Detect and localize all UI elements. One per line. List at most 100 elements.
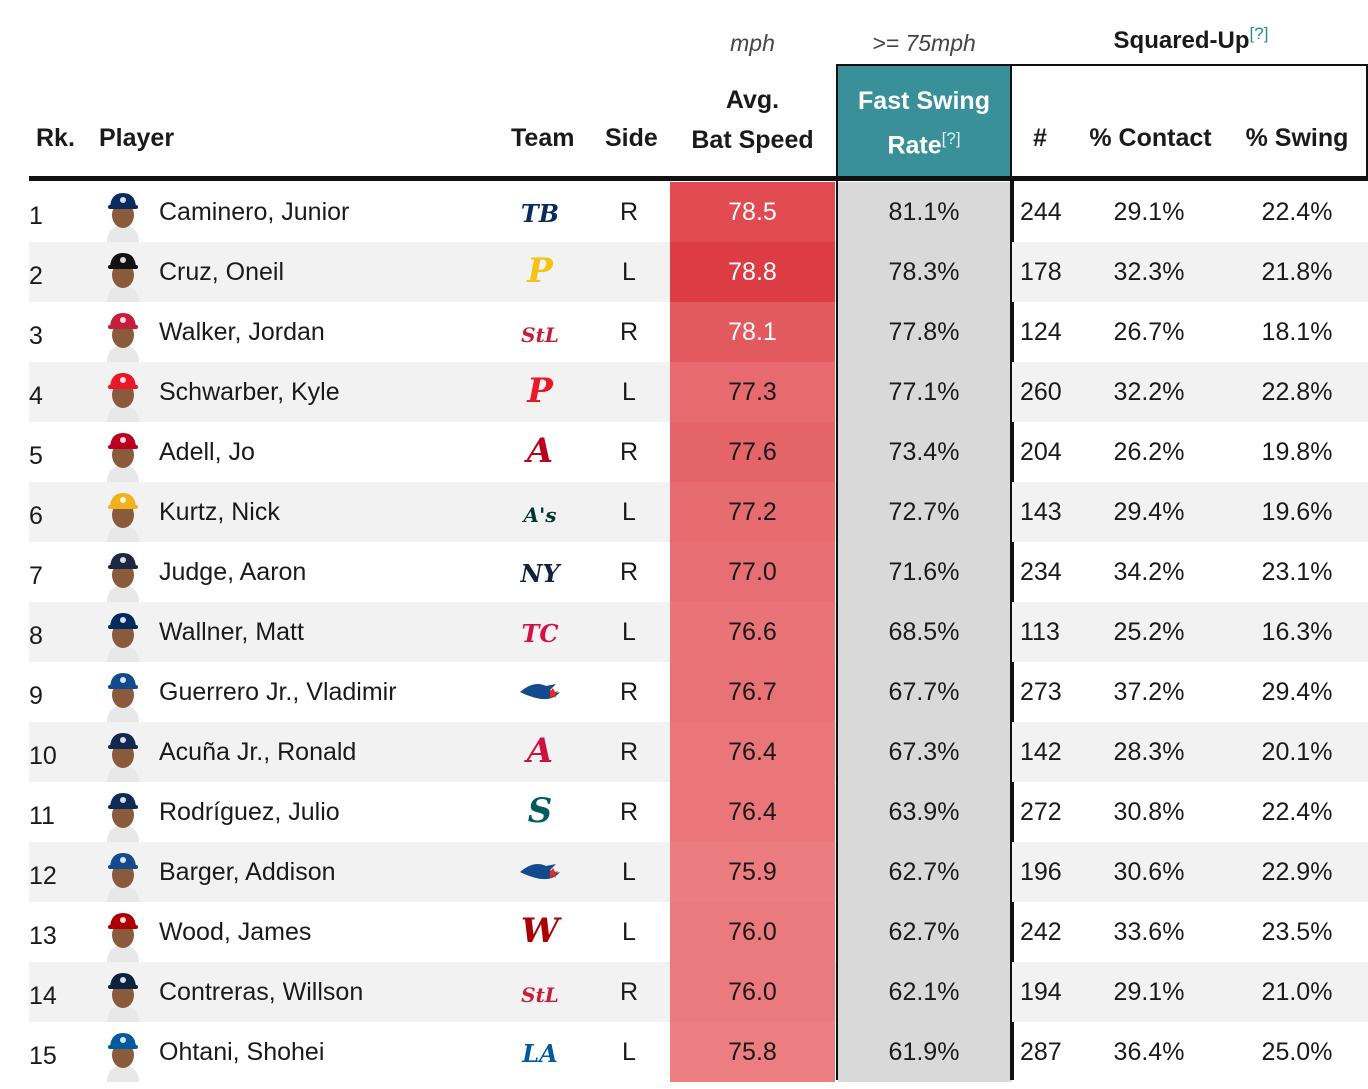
fast-swing-rate-band (838, 602, 1012, 662)
squared-up-swing-cell: 22.9% (1261, 858, 1333, 886)
squared-up-count-cell: 142 (1020, 738, 1062, 766)
player-column-header[interactable]: Player (99, 124, 175, 152)
svg-text:TC: TC (522, 619, 559, 648)
side-cell: L (622, 258, 636, 286)
player-headshot (103, 727, 143, 782)
squared-up-swing-cell: 21.8% (1261, 258, 1333, 286)
side-column-header[interactable]: Side (605, 124, 658, 152)
squared-up-count-cell: 260 (1020, 378, 1062, 406)
side-cell: L (622, 498, 636, 526)
player-name-link[interactable]: Judge, Aaron (159, 558, 307, 586)
player-headshot (103, 847, 143, 902)
player-headshot (103, 1027, 143, 1082)
squared-up-header-box (1012, 64, 1368, 178)
squared-up-swing-cell: 19.6% (1261, 498, 1333, 526)
squared-up-contact-cell: 26.2% (1113, 438, 1185, 466)
table-row: 5 Adell, Jo A R 77.6 73.4% 204 26.2% 19.8% (29, 422, 1368, 482)
side-cell: L (622, 858, 636, 886)
svg-text:NY: NY (519, 559, 562, 588)
side-cell: R (619, 978, 639, 1006)
rank-cell: 14 (29, 982, 57, 1010)
player-name-link[interactable]: Cruz, Oneil (159, 258, 285, 286)
rank-cell: 4 (29, 382, 43, 410)
team-column-header[interactable]: Team (511, 124, 575, 152)
player-name-link[interactable]: Walker, Jordan (159, 318, 325, 346)
squared-up-swing-cell: 16.3% (1261, 618, 1333, 646)
player-headshot (103, 487, 143, 542)
player-name-link[interactable]: Barger, Addison (159, 858, 336, 886)
rank-cell: 3 (29, 322, 43, 350)
player-headshot (103, 547, 143, 602)
bat-speed-label-2: Bat Speed (691, 126, 814, 154)
squared-up-count-cell: 113 (1020, 618, 1060, 646)
contact-column-header[interactable]: % Contact (1089, 124, 1212, 152)
player-name-link[interactable]: Adell, Jo (159, 438, 255, 466)
squared-up-contact-cell: 29.4% (1113, 498, 1185, 526)
player-name-link[interactable]: Schwarber, Kyle (159, 378, 340, 406)
rank-column-header[interactable]: Rk. (36, 124, 75, 152)
fast-swing-rate-column-bg (836, 181, 1012, 1080)
count-column-header[interactable]: # (1033, 124, 1047, 152)
squared-up-group-header: Squared-Up[?] (1015, 24, 1367, 55)
player-name-link[interactable]: Rodríguez, Julio (159, 798, 340, 826)
squared-up-contact-cell: 33.6% (1113, 918, 1185, 946)
fast-swing-rate-band (838, 542, 1012, 602)
table-row: 10 Acuña Jr., Ronald A R 76.4 67.3% 142 28.3% 20… (29, 722, 1368, 782)
rank-cell: 13 (29, 922, 57, 950)
blue-jays-logo-icon (516, 850, 564, 894)
fast-swing-rate-band (838, 1022, 1012, 1082)
bat-speed-cell: 76.4 (670, 722, 835, 782)
squared-up-count-cell: 204 (1020, 438, 1062, 466)
bat-speed-cell: 76.6 (670, 602, 835, 662)
header-divider (29, 176, 1368, 181)
player-name-link[interactable]: Wood, James (159, 918, 312, 946)
squared-up-swing-cell: 23.5% (1261, 918, 1333, 946)
table-row: 3 Walker, Jordan StL R 78.1 77.8% 124 26.7% 18.1… (29, 302, 1368, 362)
player-name-link[interactable]: Ohtani, Shohei (159, 1038, 325, 1066)
squared-up-contact-cell: 32.2% (1113, 378, 1185, 406)
bat-speed-unit: mph (730, 30, 775, 56)
player-name-link[interactable]: Caminero, Junior (159, 198, 350, 226)
swing-column-header[interactable]: % Swing (1245, 124, 1349, 152)
side-cell: R (619, 438, 639, 466)
rank-cell: 10 (29, 742, 57, 770)
squared-up-count-cell: 272 (1020, 798, 1062, 826)
squared-up-swing-cell: 22.4% (1261, 198, 1333, 226)
player-name-link[interactable]: Guerrero Jr., Vladimir (159, 678, 397, 706)
side-cell: R (619, 798, 639, 826)
fast-swing-rate-band (838, 362, 1012, 422)
table-row: 11 Rodríguez, Julio S R 76.4 63.9% 272 30.8% 22.… (29, 782, 1368, 842)
player-headshot (103, 367, 143, 422)
squared-up-contact-cell: 29.1% (1113, 198, 1185, 226)
table-row: 8 Wallner, Matt TC L 76.6 68.5% 113 25.2% 16.3% (29, 602, 1368, 662)
squared-up-help-link[interactable]: [?] (1249, 24, 1269, 43)
fast-swing-rate-cell: 72.7% (888, 498, 960, 526)
fast-swing-rate-header[interactable]: Fast Swing Rate[?] (836, 64, 1012, 178)
player-name-link[interactable]: Wallner, Matt (159, 618, 304, 646)
player-headshot (103, 667, 143, 722)
side-cell: L (622, 918, 636, 946)
fast-swing-rate-cell: 63.9% (888, 798, 960, 826)
fast-swing-threshold: >= 75mph (872, 30, 976, 56)
player-headshot (103, 907, 143, 962)
fast-swing-rate-help-link[interactable]: [?] (941, 129, 961, 148)
table-row: 13 Wood, James W L 76.0 62.7% 242 33.6% 23.5% (29, 902, 1368, 962)
bat-speed-cell: 75.8 (670, 1022, 835, 1082)
player-name-link[interactable]: Kurtz, Nick (159, 498, 280, 526)
squared-up-count-cell: 242 (1020, 918, 1062, 946)
fast-swing-rate-cell: 62.7% (888, 918, 960, 946)
squared-up-count-cell: 143 (1020, 498, 1062, 526)
rank-cell: 11 (29, 802, 55, 830)
player-headshot (103, 427, 143, 482)
svg-text:StL: StL (521, 983, 559, 1007)
player-headshot (103, 307, 143, 362)
player-name-link[interactable]: Contreras, Willson (159, 978, 364, 1006)
squared-up-count-cell: 273 (1020, 678, 1062, 706)
squared-up-count-cell: 194 (1020, 978, 1062, 1006)
squared-up-contact-cell: 34.2% (1113, 558, 1185, 586)
table-row: 9 Guerrero Jr., Vladimir R 76.7 67.7% 273 37.2… (29, 662, 1368, 722)
player-name-link[interactable]: Acuña Jr., Ronald (159, 738, 357, 766)
bat-speed-column-header[interactable]: Avg. Bat Speed (670, 80, 835, 160)
fast-swing-rate-band (838, 962, 1012, 1022)
fast-swing-rate-cell: 77.1% (888, 378, 960, 406)
